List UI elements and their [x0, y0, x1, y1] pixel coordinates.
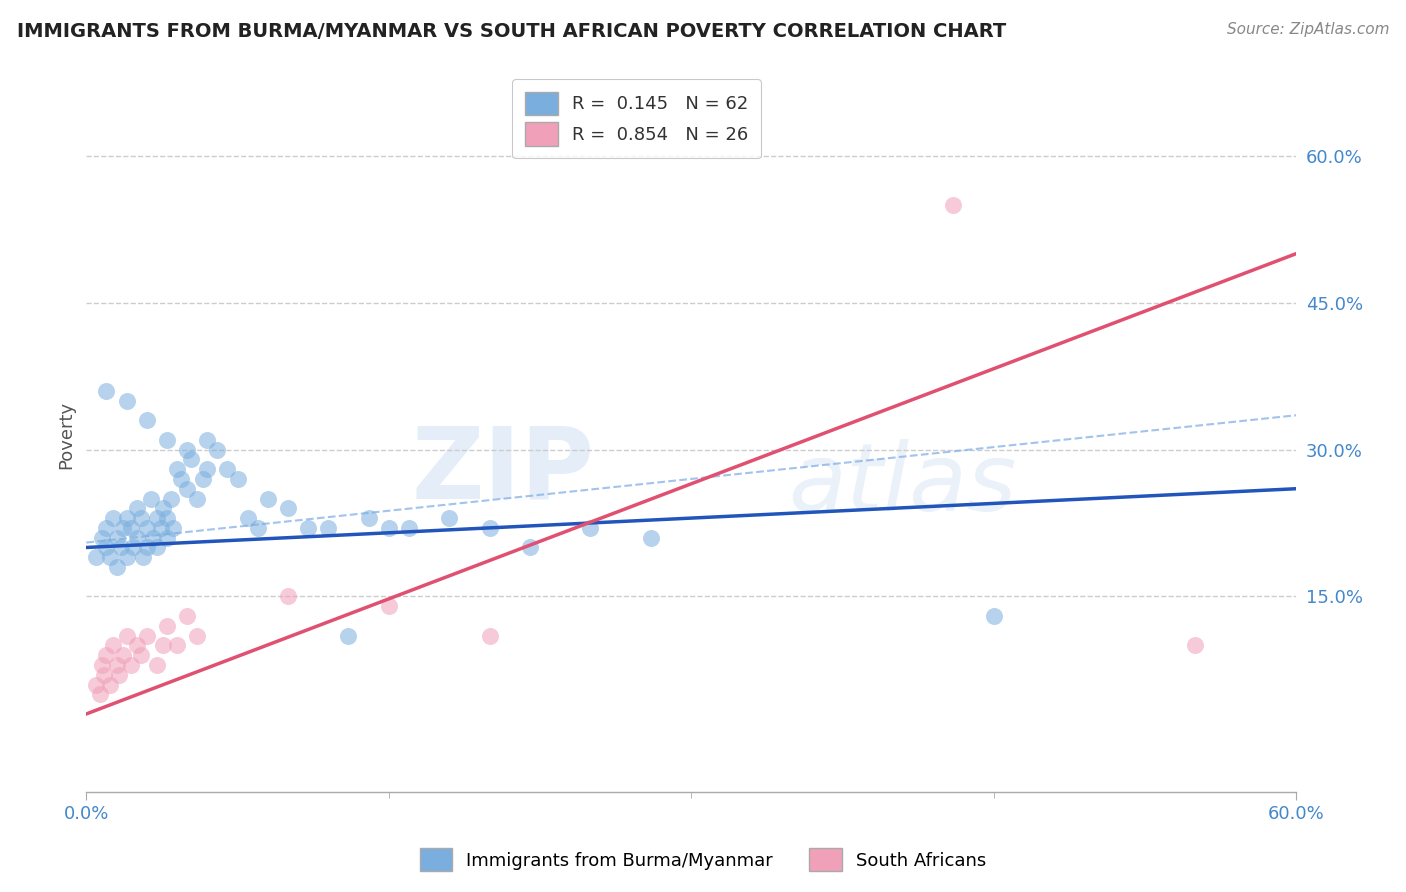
Point: [86, 677, 108, 691]
Point: [156, 433, 179, 447]
Point: [93, 667, 115, 681]
Point: [135, 629, 157, 643]
Point: [166, 639, 188, 653]
Point: [193, 472, 215, 486]
Point: [166, 462, 188, 476]
Point: [96, 521, 118, 535]
Point: [170, 472, 193, 486]
Point: [195, 433, 218, 447]
Point: [120, 521, 142, 535]
Point: [186, 491, 208, 506]
Point: [186, 629, 208, 643]
Point: [111, 521, 134, 535]
Point: [226, 472, 249, 486]
Point: [180, 452, 202, 467]
Point: [156, 531, 179, 545]
Point: [297, 521, 319, 535]
Text: Source: ZipAtlas.com: Source: ZipAtlas.com: [1226, 22, 1389, 37]
Point: [195, 462, 218, 476]
Point: [146, 511, 169, 525]
Point: [377, 521, 399, 535]
Legend: Immigrants from Burma/Myanmar, South Africans: Immigrants from Burma/Myanmar, South Afr…: [412, 841, 994, 879]
Point: [91, 531, 114, 545]
Point: [100, 677, 122, 691]
Point: [152, 639, 174, 653]
Point: [277, 590, 299, 604]
Point: [217, 462, 239, 476]
Point: [115, 393, 138, 408]
Point: [478, 629, 501, 643]
Point: [105, 657, 128, 672]
Point: [107, 667, 129, 681]
Point: [579, 521, 602, 535]
Point: [256, 491, 278, 506]
Point: [115, 511, 138, 525]
Point: [640, 531, 662, 545]
Point: [152, 501, 174, 516]
Point: [176, 482, 198, 496]
Point: [139, 491, 162, 506]
Point: [135, 541, 157, 555]
Point: [135, 413, 157, 427]
Point: [125, 531, 148, 545]
Point: [162, 521, 184, 535]
Point: [135, 521, 157, 535]
Point: [236, 511, 259, 525]
Text: atlas: atlas: [787, 440, 1017, 531]
Point: [120, 657, 142, 672]
Point: [1184, 639, 1206, 653]
Legend: R =  0.145   N = 62, R =  0.854   N = 26: R = 0.145 N = 62, R = 0.854 N = 26: [513, 79, 761, 158]
Point: [89, 687, 111, 701]
Point: [132, 550, 155, 565]
Point: [983, 609, 1005, 624]
Point: [149, 521, 172, 535]
Point: [110, 541, 132, 555]
Text: IMMIGRANTS FROM BURMA/MYANMAR VS SOUTH AFRICAN POVERTY CORRELATION CHART: IMMIGRANTS FROM BURMA/MYANMAR VS SOUTH A…: [17, 22, 1007, 41]
Point: [129, 648, 152, 663]
Point: [337, 629, 360, 643]
Point: [125, 639, 148, 653]
Point: [115, 629, 138, 643]
Point: [146, 541, 169, 555]
Point: [115, 550, 138, 565]
Point: [86, 550, 108, 565]
Text: ZIP: ZIP: [412, 422, 595, 519]
Point: [121, 541, 143, 555]
Point: [519, 541, 541, 555]
Point: [111, 648, 134, 663]
Point: [478, 521, 501, 535]
Point: [377, 599, 399, 614]
Point: [100, 550, 122, 565]
Point: [105, 531, 128, 545]
Point: [156, 619, 179, 633]
Point: [105, 560, 128, 574]
Point: [160, 491, 183, 506]
Point: [129, 511, 152, 525]
Point: [96, 541, 118, 555]
Point: [398, 521, 420, 535]
Point: [101, 639, 124, 653]
Point: [96, 648, 118, 663]
Point: [156, 511, 179, 525]
Y-axis label: Poverty: Poverty: [58, 401, 75, 469]
Point: [942, 198, 965, 212]
Point: [207, 442, 229, 457]
Point: [96, 384, 118, 398]
Point: [357, 511, 380, 525]
Point: [246, 521, 269, 535]
Point: [277, 501, 299, 516]
Point: [437, 511, 460, 525]
Point: [125, 501, 148, 516]
Point: [176, 609, 198, 624]
Point: [101, 511, 124, 525]
Point: [316, 521, 339, 535]
Point: [176, 442, 198, 457]
Point: [91, 657, 114, 672]
Point: [142, 531, 165, 545]
Point: [146, 657, 169, 672]
